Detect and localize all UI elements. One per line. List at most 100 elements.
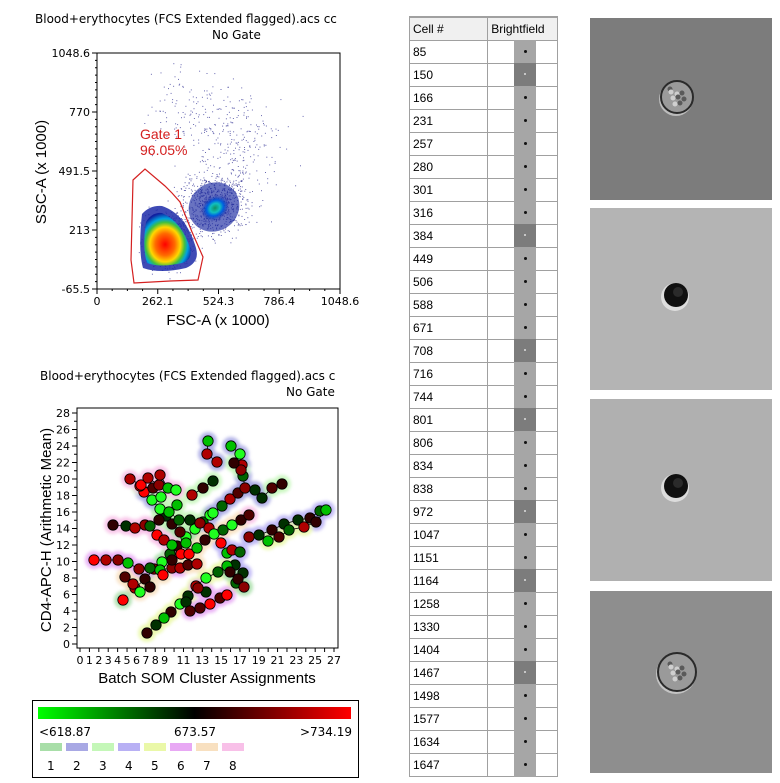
- som-node[interactable]: [174, 526, 186, 538]
- table-row[interactable]: 1151: [408, 546, 558, 570]
- cell-image-4[interactable]: [590, 591, 772, 773]
- som-node[interactable]: [107, 519, 119, 531]
- brightfield-thumbnail-cell[interactable]: [487, 201, 558, 225]
- table-row[interactable]: 972: [408, 500, 558, 524]
- som-node[interactable]: [276, 478, 288, 490]
- brightfield-thumbnail-cell[interactable]: [487, 638, 558, 662]
- som-node[interactable]: [135, 479, 147, 491]
- som-node[interactable]: [228, 457, 240, 469]
- som-node[interactable]: [283, 524, 295, 536]
- table-row[interactable]: 1498: [408, 684, 558, 708]
- brightfield-thumbnail-cell[interactable]: [487, 592, 558, 616]
- brightfield-thumbnail-cell[interactable]: [487, 316, 558, 340]
- som-node[interactable]: [119, 571, 131, 583]
- brightfield-thumbnail-cell[interactable]: [487, 730, 558, 754]
- som-node[interactable]: [120, 520, 132, 532]
- table-row[interactable]: 744: [408, 385, 558, 409]
- table-row[interactable]: 85: [408, 40, 558, 64]
- som-node[interactable]: [243, 509, 255, 521]
- brightfield-thumbnail-cell[interactable]: [487, 247, 558, 271]
- brightfield-thumbnail-cell[interactable]: [487, 362, 558, 386]
- som-node[interactable]: [310, 516, 322, 528]
- som-node[interactable]: [184, 605, 196, 617]
- som-node[interactable]: [211, 456, 223, 468]
- cell-image-3[interactable]: [590, 399, 772, 581]
- table-row[interactable]: 1647: [408, 753, 558, 777]
- table-row[interactable]: 716: [408, 362, 558, 386]
- brightfield-thumbnail-cell[interactable]: [487, 661, 558, 685]
- som-node[interactable]: [158, 534, 170, 546]
- som-node[interactable]: [124, 473, 136, 485]
- som-node[interactable]: [238, 581, 250, 593]
- som-node[interactable]: [266, 524, 278, 536]
- som-node[interactable]: [234, 546, 246, 558]
- table-row[interactable]: 838: [408, 477, 558, 501]
- brightfield-thumbnail-cell[interactable]: [487, 293, 558, 317]
- brightfield-thumbnail-cell[interactable]: [487, 615, 558, 639]
- som-node[interactable]: [197, 482, 209, 494]
- som-node[interactable]: [88, 554, 100, 566]
- table-row[interactable]: 449: [408, 247, 558, 271]
- brightfield-thumbnail-cell[interactable]: [487, 569, 558, 593]
- brightfield-thumbnail-cell[interactable]: [487, 63, 558, 87]
- som-node[interactable]: [204, 598, 216, 610]
- som-node[interactable]: [142, 472, 154, 484]
- gate-1-polygon[interactable]: [130, 168, 204, 284]
- brightfield-thumbnail-cell[interactable]: [487, 385, 558, 409]
- som-node[interactable]: [129, 522, 141, 534]
- column-header-cell-number[interactable]: Cell #: [408, 16, 489, 41]
- som-node[interactable]: [184, 514, 196, 526]
- som-node[interactable]: [166, 539, 178, 551]
- som-node[interactable]: [144, 581, 156, 593]
- som-node[interactable]: [273, 531, 285, 543]
- som-node[interactable]: [215, 537, 227, 549]
- som-node[interactable]: [183, 548, 195, 560]
- brightfield-thumbnail-cell[interactable]: [487, 546, 558, 570]
- som-node[interactable]: [199, 534, 211, 546]
- brightfield-thumbnail-cell[interactable]: [487, 408, 558, 432]
- som-node[interactable]: [180, 537, 192, 549]
- som-node[interactable]: [139, 573, 151, 585]
- som-node[interactable]: [266, 482, 278, 494]
- som-node[interactable]: [202, 435, 214, 447]
- som-node[interactable]: [194, 517, 206, 529]
- table-row[interactable]: 384: [408, 224, 558, 248]
- brightfield-thumbnail-cell[interactable]: [487, 523, 558, 547]
- table-row[interactable]: 316: [408, 201, 558, 225]
- table-row[interactable]: 166: [408, 86, 558, 110]
- table-row[interactable]: 671: [408, 316, 558, 340]
- brightfield-thumbnail-cell[interactable]: [487, 339, 558, 363]
- som-node[interactable]: [224, 493, 236, 505]
- som-node[interactable]: [212, 566, 224, 578]
- som-node[interactable]: [153, 514, 165, 526]
- brightfield-thumbnail-cell[interactable]: [487, 500, 558, 524]
- som-node[interactable]: [235, 514, 247, 526]
- brightfield-thumbnail-cell[interactable]: [487, 431, 558, 455]
- table-row[interactable]: 806: [408, 431, 558, 455]
- table-row[interactable]: 506: [408, 270, 558, 294]
- som-node[interactable]: [191, 558, 203, 570]
- som-node[interactable]: [320, 504, 332, 516]
- som-node[interactable]: [239, 482, 251, 494]
- brightfield-thumbnail-cell[interactable]: [487, 707, 558, 731]
- som-node[interactable]: [207, 475, 219, 487]
- som-node[interactable]: [158, 612, 170, 624]
- brightfield-thumbnail-cell[interactable]: [487, 684, 558, 708]
- table-row[interactable]: 1634: [408, 730, 558, 754]
- brightfield-thumbnail-cell[interactable]: [487, 477, 558, 501]
- som-node[interactable]: [232, 573, 244, 585]
- table-row[interactable]: 588: [408, 293, 558, 317]
- som-node[interactable]: [170, 484, 182, 496]
- som-node[interactable]: [133, 563, 145, 575]
- cell-image-1[interactable]: [590, 18, 772, 200]
- table-row[interactable]: 301: [408, 178, 558, 202]
- som-node[interactable]: [216, 500, 228, 512]
- som-node[interactable]: [154, 469, 166, 481]
- som-node[interactable]: [226, 519, 238, 531]
- som-node[interactable]: [200, 572, 212, 584]
- brightfield-thumbnail-cell[interactable]: [487, 86, 558, 110]
- som-node[interactable]: [256, 492, 268, 504]
- table-row[interactable]: 1258: [408, 592, 558, 616]
- som-node[interactable]: [144, 520, 156, 532]
